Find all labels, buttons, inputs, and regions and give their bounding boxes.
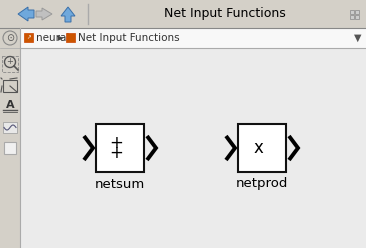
FancyBboxPatch shape xyxy=(20,48,366,248)
FancyBboxPatch shape xyxy=(3,122,17,133)
FancyBboxPatch shape xyxy=(0,0,366,28)
FancyBboxPatch shape xyxy=(350,10,354,13)
Text: ↗: ↗ xyxy=(26,35,31,40)
FancyBboxPatch shape xyxy=(350,15,354,19)
FancyBboxPatch shape xyxy=(0,28,20,248)
FancyBboxPatch shape xyxy=(20,28,366,48)
Text: netprod: netprod xyxy=(236,178,288,190)
Circle shape xyxy=(3,31,17,45)
Text: ▼: ▼ xyxy=(354,33,362,43)
FancyBboxPatch shape xyxy=(24,33,33,42)
Text: +: + xyxy=(109,144,123,162)
FancyBboxPatch shape xyxy=(238,124,286,172)
FancyBboxPatch shape xyxy=(96,124,144,172)
Text: x: x xyxy=(253,139,263,157)
Text: netsum: netsum xyxy=(95,178,145,190)
Text: +: + xyxy=(7,58,14,66)
Text: Net Input Functions: Net Input Functions xyxy=(164,7,286,21)
Text: +: + xyxy=(109,134,123,152)
Polygon shape xyxy=(18,7,34,21)
FancyBboxPatch shape xyxy=(355,10,359,13)
Polygon shape xyxy=(61,7,75,22)
Text: A: A xyxy=(6,100,14,110)
Text: neural: neural xyxy=(36,33,70,43)
Text: ⊙: ⊙ xyxy=(6,33,14,43)
Text: Net Input Functions: Net Input Functions xyxy=(78,33,180,43)
FancyBboxPatch shape xyxy=(4,142,16,154)
Polygon shape xyxy=(36,8,52,20)
FancyBboxPatch shape xyxy=(66,33,75,42)
FancyBboxPatch shape xyxy=(355,15,359,19)
Text: ▶: ▶ xyxy=(58,35,63,41)
